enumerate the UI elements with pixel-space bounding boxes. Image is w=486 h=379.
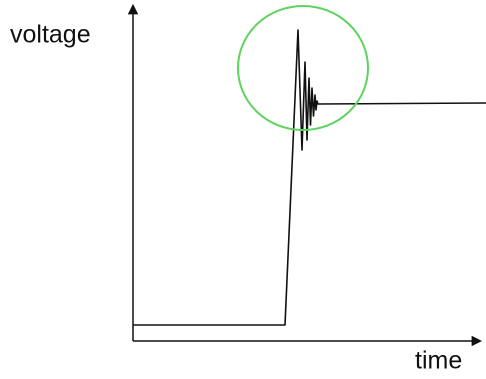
voltage-waveform bbox=[133, 29, 486, 326]
ringing-highlight bbox=[237, 5, 369, 131]
x-axis-label: time bbox=[415, 347, 462, 375]
y-axis-label: voltage bbox=[10, 21, 91, 49]
